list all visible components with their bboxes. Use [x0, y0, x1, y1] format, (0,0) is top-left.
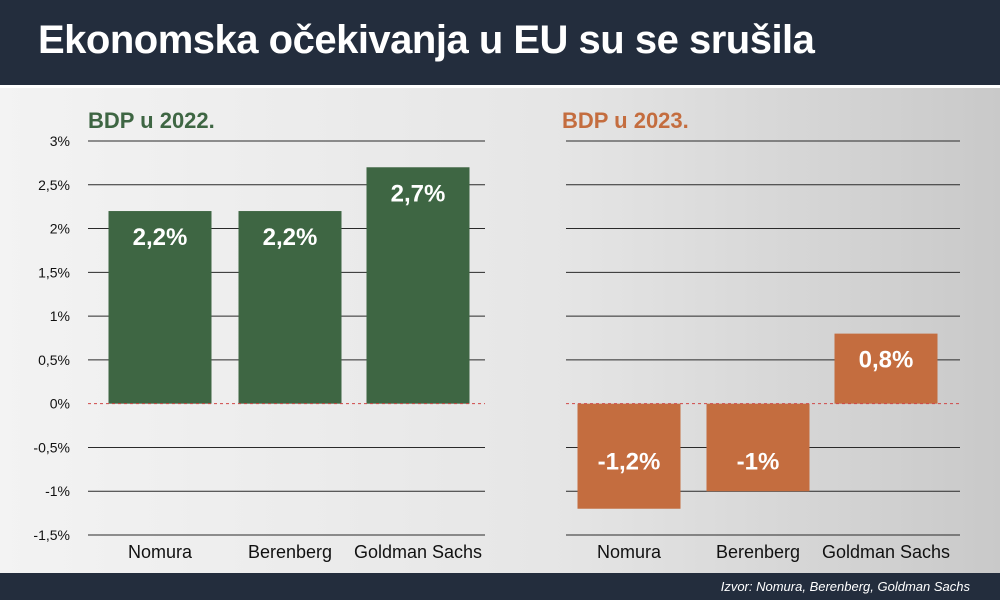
x-tick-label: Nomura	[128, 542, 193, 562]
x-tick-label: Berenberg	[248, 542, 332, 562]
page-title: Ekonomska očekivanja u EU su se srušila	[38, 18, 815, 62]
y-tick-label: 2%	[50, 221, 70, 237]
y-tick-label: 1%	[50, 308, 70, 324]
footer-bar: Izvor: Nomura, Berenberg, Goldman Sachs	[0, 573, 1000, 600]
bar	[366, 167, 470, 404]
chart-title: BDP u 2023.	[562, 108, 689, 133]
header-bar: Ekonomska očekivanja u EU su se srušila	[0, 0, 1000, 88]
x-tick-label: Berenberg	[716, 542, 800, 562]
bar	[238, 211, 342, 404]
data-label: 2,2%	[133, 224, 188, 251]
bar	[706, 403, 810, 492]
charts-area: BDP u 2022. 3% 2,5% 2% 1,5% 1% 0,5% 0% -0,5% -1% -…	[33, 108, 960, 562]
y-tick-label: 3%	[50, 133, 70, 149]
x-tick-label: Nomura	[597, 542, 662, 562]
source-note: Izvor: Nomura, Berenberg, Goldman Sachs	[720, 579, 970, 594]
y-tick-label: -0,5%	[33, 439, 70, 455]
y-tick-label: -1,5%	[33, 527, 70, 543]
y-tick-label: 0,5%	[38, 352, 70, 368]
chart-gdp-2023: BDP u 2023. -1,2% Nomura -1% Berenberg 0,8% Go…	[562, 108, 960, 562]
bar	[108, 211, 212, 404]
y-tick-label: 1,5%	[38, 264, 70, 280]
bar	[577, 403, 681, 509]
y-tick-label: 2,5%	[38, 177, 70, 193]
chart-gdp-2022: BDP u 2022. 3% 2,5% 2% 1,5% 1% 0,5% 0% -0,5% -1% -…	[33, 108, 485, 562]
x-tick-label: Goldman Sachs	[822, 542, 950, 562]
y-tick-label: 0%	[50, 396, 70, 412]
data-label: 2,2%	[263, 224, 318, 251]
data-label: -1,2%	[598, 449, 661, 476]
chart-title: BDP u 2022.	[88, 108, 215, 133]
x-tick-label: Goldman Sachs	[354, 542, 482, 562]
y-tick-label: -1%	[45, 483, 70, 499]
data-label: 0,8%	[859, 347, 914, 374]
bar	[834, 333, 938, 404]
data-label: 2,7%	[391, 180, 446, 207]
data-label: -1%	[737, 449, 780, 476]
